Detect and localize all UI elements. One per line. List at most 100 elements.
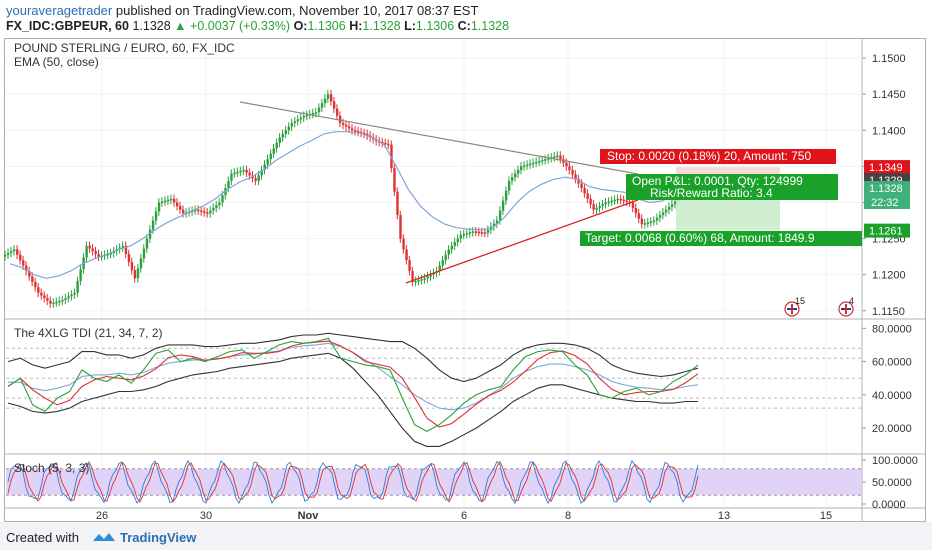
candle bbox=[601, 204, 604, 207]
candle bbox=[441, 260, 444, 266]
candle bbox=[142, 248, 146, 259]
open-label: O: bbox=[293, 19, 308, 33]
candle bbox=[586, 193, 589, 199]
candle bbox=[360, 132, 363, 134]
candle bbox=[218, 202, 221, 206]
low-value: 1.1306 bbox=[415, 19, 455, 33]
candle bbox=[456, 238, 460, 243]
candle bbox=[290, 123, 294, 127]
candle bbox=[335, 108, 339, 116]
candle bbox=[67, 296, 70, 299]
candle bbox=[408, 260, 411, 272]
candle bbox=[495, 220, 499, 224]
candle bbox=[465, 233, 469, 235]
candle bbox=[538, 160, 541, 163]
candle bbox=[10, 251, 13, 254]
candle bbox=[480, 232, 484, 234]
candle bbox=[453, 242, 457, 246]
ema-line bbox=[9, 131, 687, 279]
candle bbox=[348, 126, 351, 129]
candle bbox=[598, 206, 601, 208]
candle bbox=[61, 299, 64, 302]
candle bbox=[326, 94, 330, 99]
tdi-signal-line bbox=[7, 340, 699, 428]
chart-canvas[interactable]: 1.11501.12001.12501.13001.13501.14001.14… bbox=[0, 0, 932, 522]
candle bbox=[278, 137, 281, 143]
candle bbox=[94, 251, 97, 254]
candle bbox=[266, 159, 269, 165]
close-value: 1.1328 bbox=[470, 19, 510, 33]
candle bbox=[302, 115, 306, 118]
candle bbox=[200, 210, 203, 213]
candle bbox=[580, 183, 583, 189]
candle bbox=[393, 168, 396, 192]
candle bbox=[459, 234, 463, 239]
candle bbox=[417, 280, 420, 282]
candle bbox=[396, 191, 399, 216]
candle bbox=[438, 265, 441, 272]
price-tick-7: 1.1500 bbox=[872, 53, 906, 65]
support-trendline bbox=[405, 199, 639, 284]
candle bbox=[88, 245, 91, 249]
candle bbox=[640, 218, 644, 225]
candle bbox=[541, 160, 544, 162]
candle bbox=[64, 298, 67, 300]
stoch-title: Stoch (5, 3, 3) bbox=[14, 461, 90, 475]
candle bbox=[58, 300, 61, 303]
candle bbox=[634, 207, 638, 214]
main-pane-title: POUND STERLING / EURO, 60, FX_IDC bbox=[14, 41, 235, 55]
uk-event-flag-15-count: 15 bbox=[795, 296, 805, 306]
candle bbox=[121, 245, 125, 248]
last-price: 1.1328 bbox=[132, 19, 171, 33]
candle bbox=[595, 207, 598, 210]
candle bbox=[52, 302, 55, 305]
candle bbox=[501, 200, 505, 211]
candle bbox=[511, 177, 514, 181]
candle bbox=[354, 130, 357, 132]
stop-price-tag-box bbox=[864, 160, 910, 175]
candle bbox=[565, 162, 568, 167]
time-tick-3: 6 bbox=[461, 510, 467, 522]
candle bbox=[514, 173, 517, 178]
candle bbox=[242, 169, 245, 172]
footer: Created with TradingView bbox=[0, 522, 932, 550]
tradingview-brand[interactable]: TradingView bbox=[120, 530, 197, 545]
last-price-tag: 1.1328 bbox=[869, 183, 903, 195]
candle bbox=[73, 292, 76, 295]
candle bbox=[139, 258, 143, 269]
candle bbox=[658, 215, 662, 218]
candle bbox=[145, 238, 149, 249]
candle bbox=[483, 232, 487, 234]
candle bbox=[106, 253, 109, 256]
candle bbox=[191, 210, 194, 213]
candle bbox=[275, 142, 278, 149]
candle bbox=[97, 253, 100, 257]
candle bbox=[667, 206, 671, 210]
candle bbox=[462, 234, 466, 236]
target-label: Target: 0.0068 (0.60%) 68, Amount: 1849.… bbox=[585, 231, 815, 245]
candle bbox=[411, 271, 414, 282]
target-price-tag: 1.1261 bbox=[869, 226, 903, 238]
price-tick-5: 1.1400 bbox=[872, 125, 906, 137]
candle bbox=[444, 254, 447, 261]
price-tick-6: 1.1450 bbox=[872, 89, 906, 101]
candle bbox=[4, 254, 7, 257]
candle bbox=[314, 112, 318, 114]
author-link[interactable]: youraveragetrader bbox=[6, 3, 113, 18]
last-price-tag-box bbox=[864, 181, 910, 196]
candle bbox=[157, 202, 161, 212]
candle bbox=[390, 144, 393, 169]
open-value: 1.1306 bbox=[307, 19, 346, 33]
candle bbox=[670, 204, 674, 207]
candle bbox=[517, 169, 520, 174]
close-label: C: bbox=[457, 19, 471, 33]
stoch-tick-1: 50.0000 bbox=[872, 477, 912, 489]
up-triangle-icon: ▲ bbox=[174, 19, 187, 33]
candle bbox=[130, 262, 134, 271]
candle bbox=[498, 210, 502, 221]
stoch-d-line bbox=[7, 460, 699, 503]
low-label: L: bbox=[404, 19, 416, 33]
chart-frame[interactable] bbox=[4, 38, 926, 522]
candle bbox=[257, 175, 260, 181]
candle bbox=[182, 209, 185, 214]
